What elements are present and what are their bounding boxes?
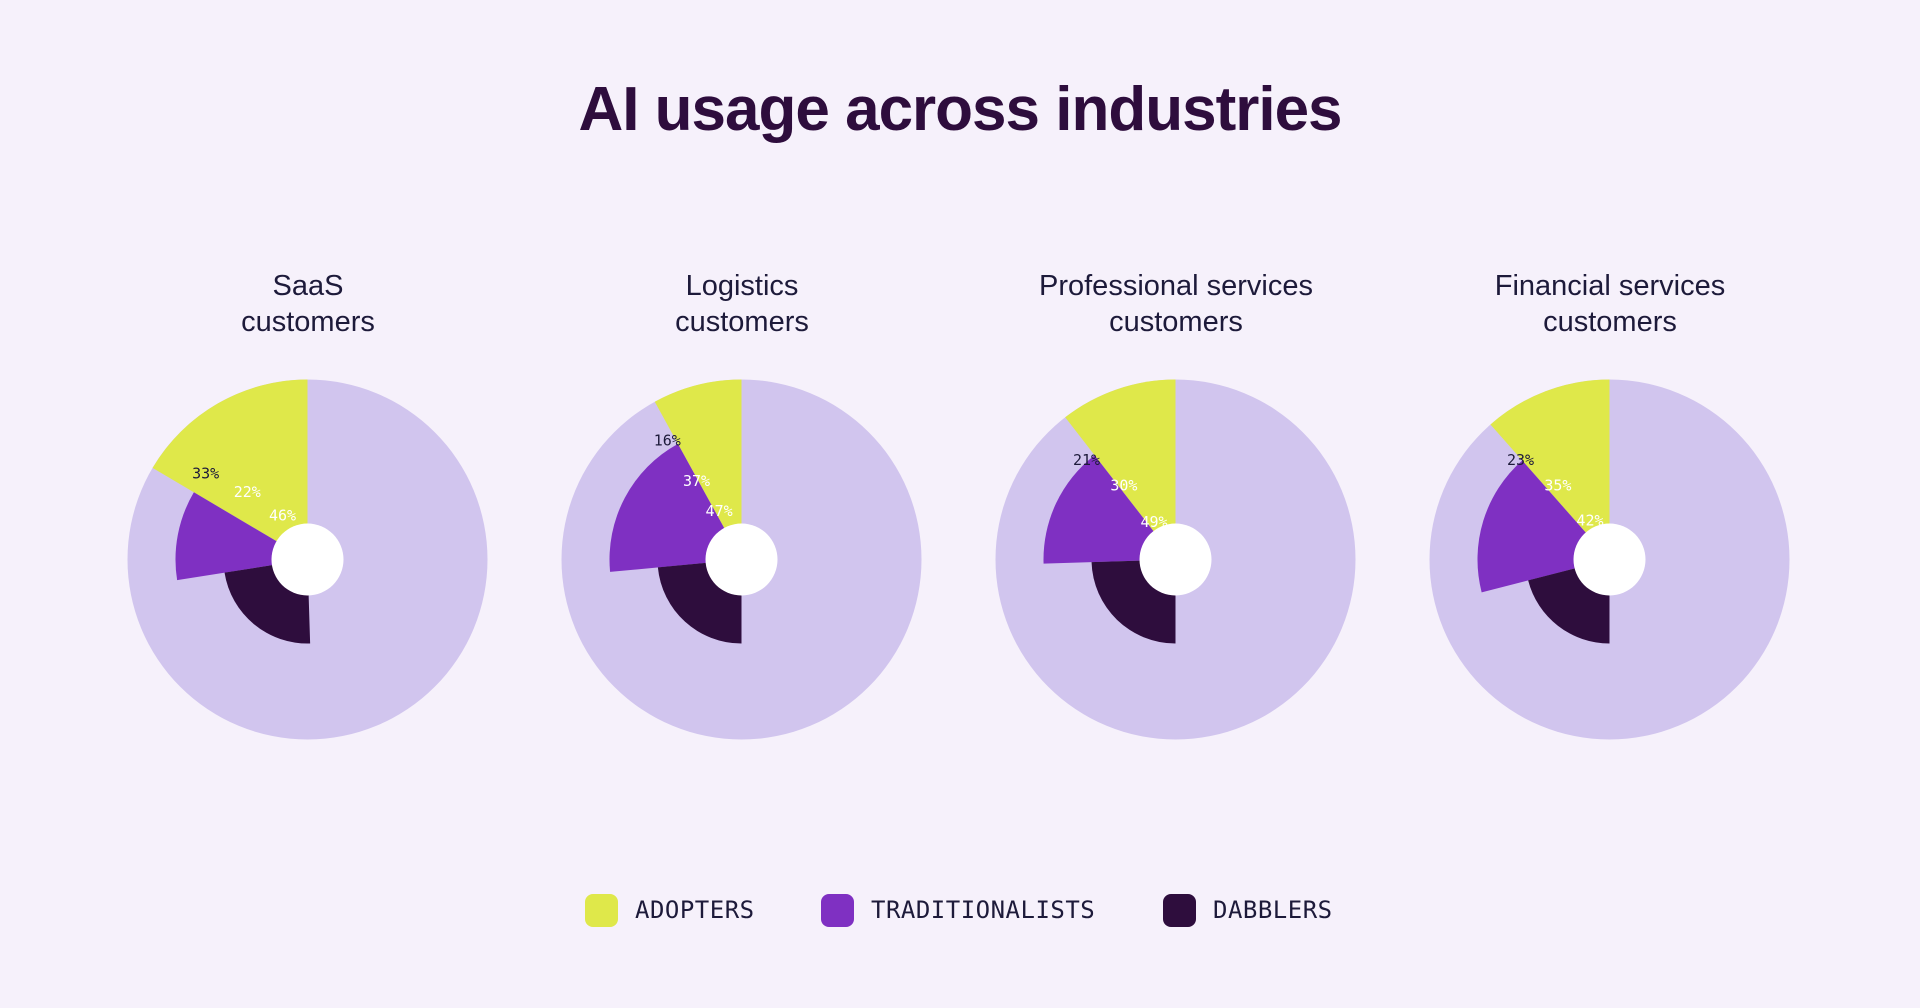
pie-slice-adopters (1065, 379, 1176, 560)
pie-slice-adopters (654, 379, 742, 560)
pie-center-hole (705, 523, 778, 596)
pie-data-label-dabblers: 47% (706, 502, 733, 520)
chart-title-line: customers (675, 306, 809, 338)
pie-slice-traditionalists (609, 443, 742, 572)
pie-data-label-adopters: 21% (1073, 451, 1100, 469)
chart-title-logistics: Logistics customers (562, 268, 922, 340)
chart-title-line: Financial services (1494, 270, 1726, 302)
chart-title-line: Logistics (685, 270, 799, 302)
legend-item-traditionalists: TRADITIONALISTS (821, 893, 1095, 927)
pie-data-label-dabblers: 46% (269, 507, 296, 525)
pie-chart-2: 16% 37% 47% (561, 379, 922, 740)
chart-title-line: SaaS (272, 270, 344, 302)
legend-label: ADOPTERS (635, 896, 755, 924)
chart-title-line: customers (1109, 306, 1243, 338)
legend-label: TRADITIONALISTS (871, 896, 1096, 924)
pie-chart-4: 23% 35% 42% (1429, 379, 1790, 740)
legend-swatch-traditionalists (821, 893, 854, 927)
pie-data-label-adopters: 33% (192, 465, 219, 483)
chart-title-professional-services: Professional services customers (996, 268, 1356, 340)
pie-slice-traditionalists (1043, 455, 1176, 564)
pie-chart-1: 33% 22% 46% (127, 379, 488, 740)
pie-chart-3: 21% 30% 49% (995, 379, 1356, 740)
pie-data-label-adopters: 16% (654, 431, 681, 449)
pie-data-label-traditionalists: 30% (1110, 476, 1137, 494)
chart-title-line: Professional services (1039, 270, 1313, 302)
legend: ADOPTERS TRADITIONALISTS DABBLERS (0, 893, 1920, 933)
pie-center-hole (1139, 523, 1212, 596)
pie-data-label-adopters: 23% (1507, 451, 1534, 469)
pie-data-label-dabblers: 49% (1140, 513, 1167, 531)
legend-item-dabblers: DABBLERS (1163, 893, 1333, 927)
pie-data-label-dabblers: 42% (1576, 512, 1603, 530)
chart-title-line: customers (241, 306, 375, 338)
pie-slice-adopters (152, 379, 308, 560)
legend-item-adopters: ADOPTERS (585, 893, 755, 927)
page-title: AI usage across industries (578, 75, 1342, 144)
chart-title-line: customers (1543, 306, 1677, 338)
legend-swatch-dabblers (1163, 893, 1196, 927)
pie-data-label-traditionalists: 35% (1544, 476, 1571, 494)
pie-slice-adopters (1490, 379, 1610, 560)
pie-data-label-traditionalists: 22% (234, 483, 261, 501)
chart-title-saas: SaaS customers (128, 268, 488, 340)
chart-title-financial-services: Financial services customers (1430, 268, 1790, 340)
legend-swatch-adopters (585, 893, 618, 927)
legend-label: DABBLERS (1213, 896, 1333, 924)
pie-center-hole (1573, 523, 1646, 596)
pie-center-hole (271, 523, 344, 596)
pie-data-label-traditionalists: 37% (683, 472, 710, 490)
